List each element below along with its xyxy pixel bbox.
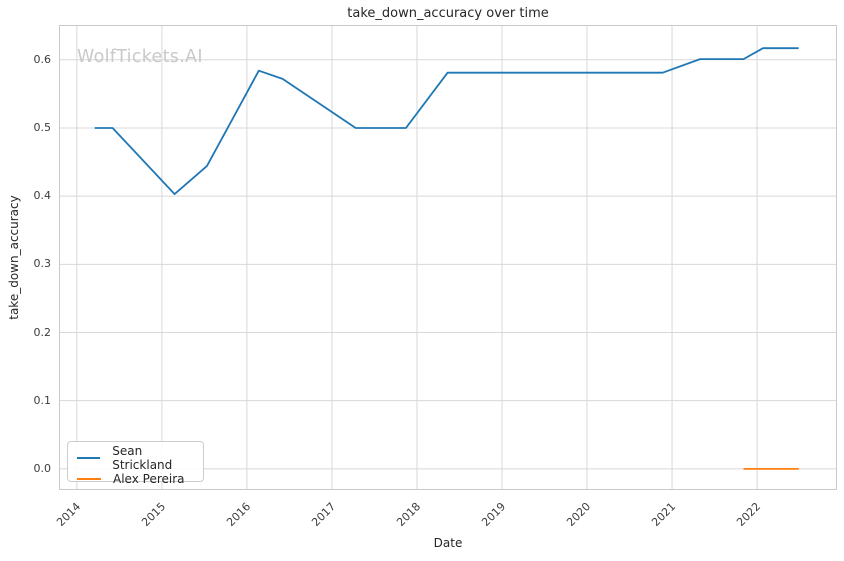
- legend-line-swatch-blue: [77, 457, 101, 459]
- watermark: WolfTickets.AI: [77, 47, 203, 67]
- legend-label: Alex Pereira: [113, 472, 185, 486]
- plot-area: [59, 25, 837, 490]
- legend-label: Sean Strickland: [112, 444, 173, 472]
- y-tick-label: 0.2: [33, 325, 52, 339]
- y-tick-label: 0.3: [33, 257, 52, 271]
- y-axis-label: take_down_accuracy: [7, 195, 21, 320]
- legend-item-sean-strickland: Sean Strickland: [77, 444, 203, 472]
- legend: Sean Strickland Alex Pereira: [67, 441, 204, 486]
- series-line-sean-strickland: [94, 47, 799, 196]
- y-tick-label: 0.6: [33, 52, 52, 66]
- chart-title: take_down_accuracy over time: [347, 6, 549, 21]
- legend-item-alex-pereira: Alex Pereira: [77, 472, 203, 486]
- legend-line-swatch-orange: [77, 478, 101, 480]
- y-tick-label: 0.4: [33, 189, 52, 203]
- axes-spines: [59, 25, 837, 490]
- x-axis-label: Date: [433, 536, 463, 550]
- y-tick-label: 0.5: [33, 120, 52, 134]
- y-tick-label: 0.1: [33, 393, 52, 407]
- y-tick-label: 0.0: [33, 461, 52, 475]
